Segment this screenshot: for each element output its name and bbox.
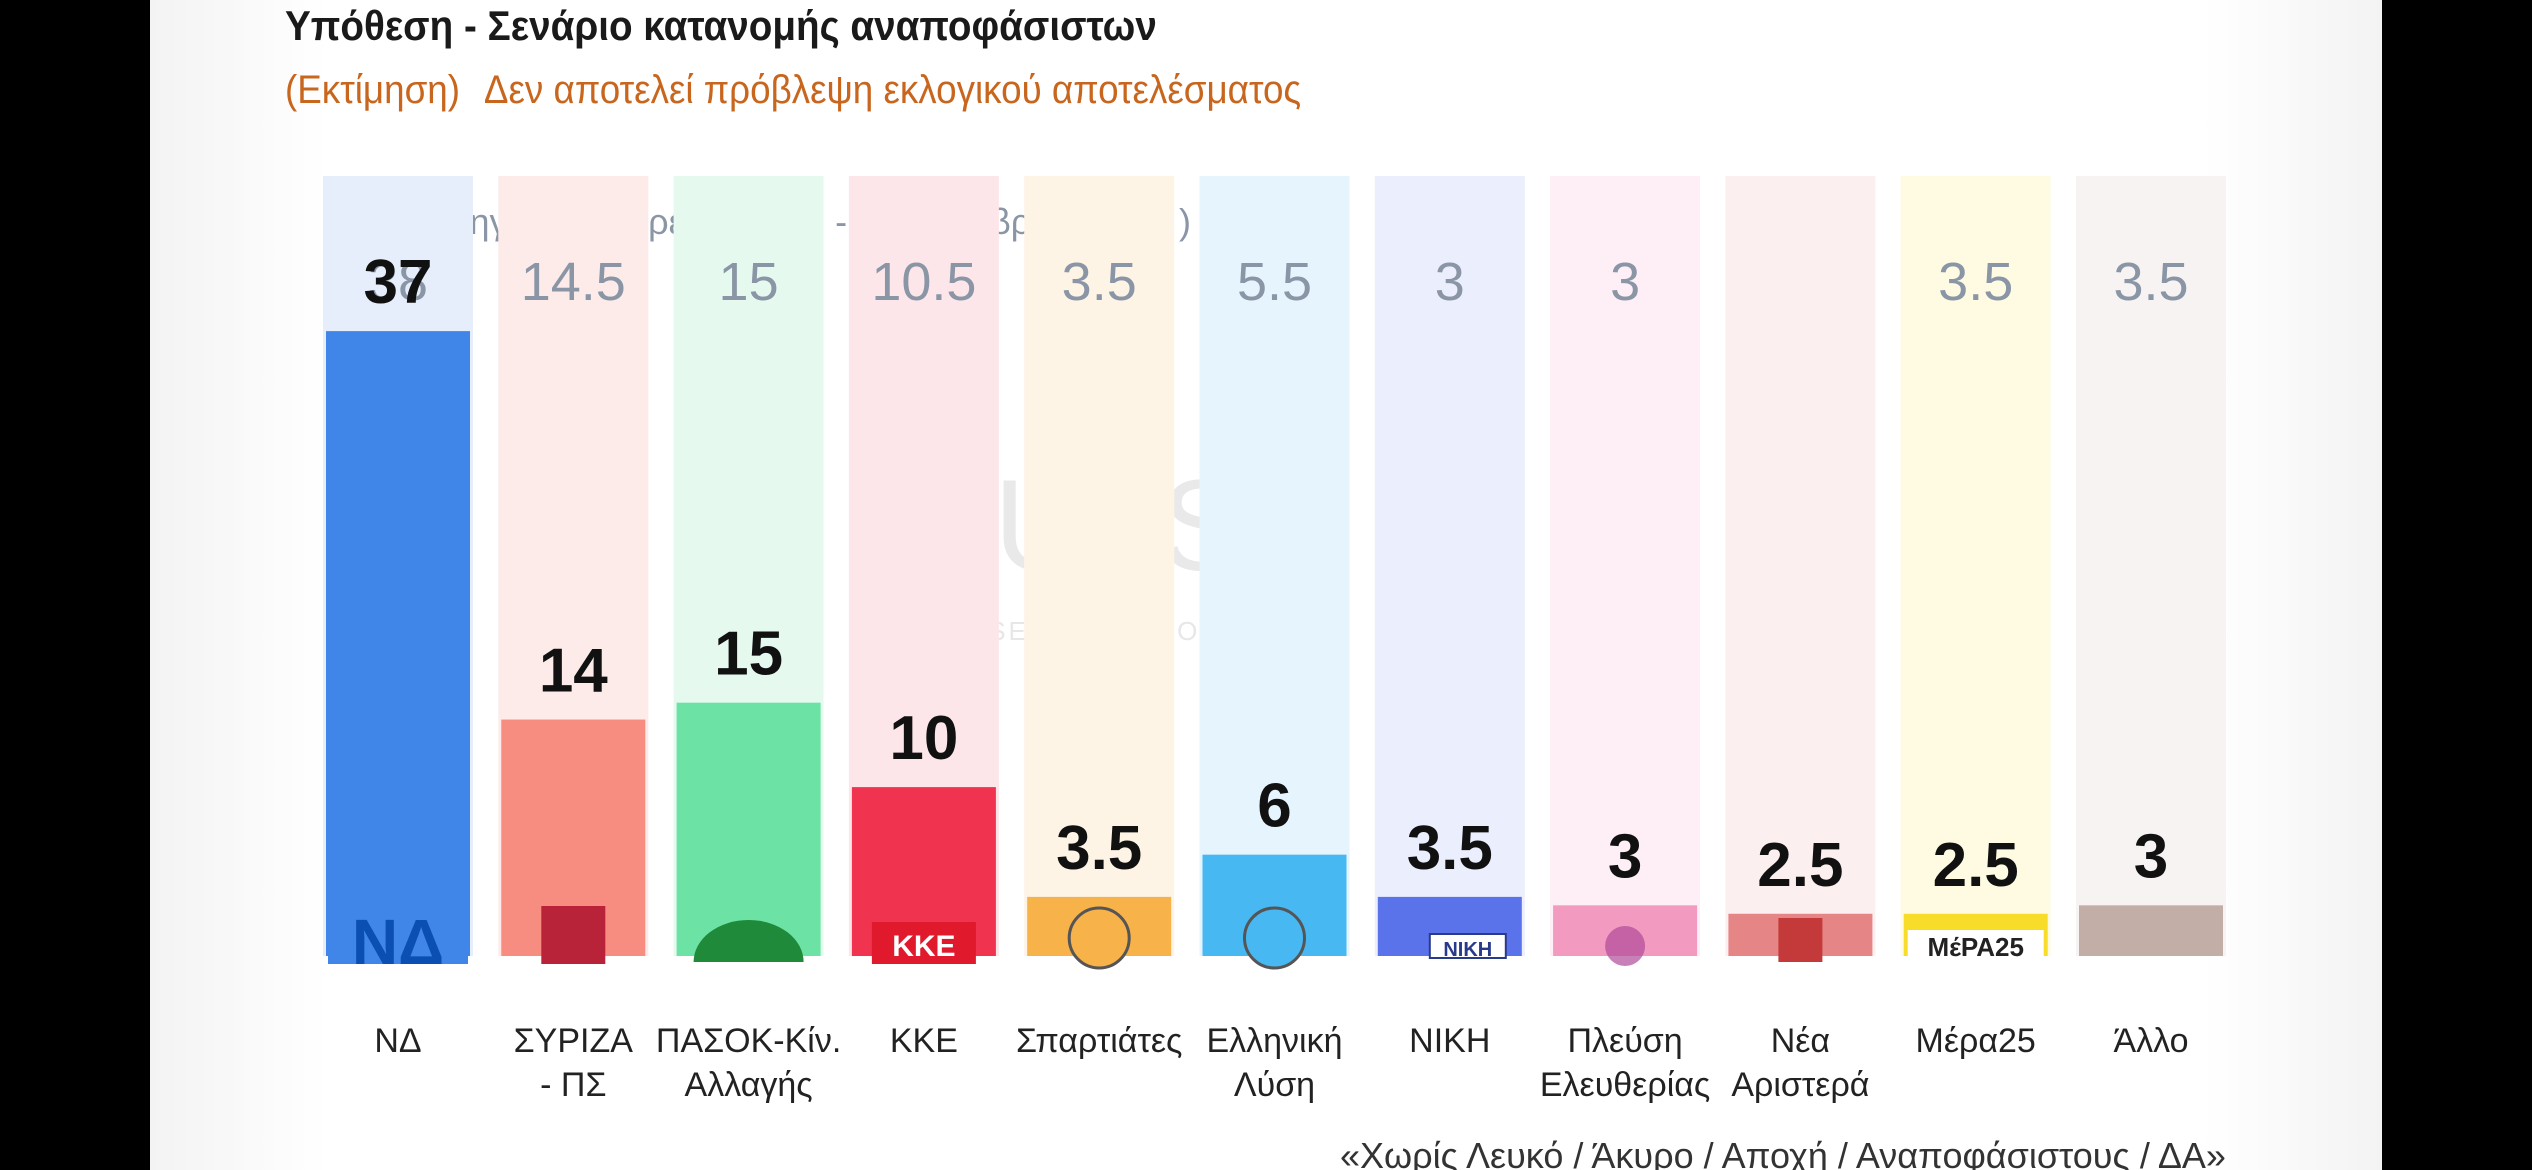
chart-title: Υπόθεση - Σενάριο κατανομής αναποφάσιστω… [285, 2, 1157, 49]
category-label: ΠΑΣΟΚ-Κίν. [656, 1022, 841, 1060]
value-label: 37 [364, 248, 433, 317]
category-label: Σπαρτιάτες [1016, 1022, 1183, 1060]
kke-logo: KKE [871, 922, 976, 964]
subtitle-disclaimer: Δεν αποτελεί πρόβλεψη εκλογικού αποτελέσ… [483, 68, 1302, 112]
category-label: - ΠΣ [540, 1066, 606, 1104]
category-label: Νέα [1771, 1022, 1830, 1060]
value-label: 14 [539, 637, 608, 706]
bar-group: 3 3.5 ΝΙΚΗ ΝΙΚΗ [1374, 176, 1525, 1060]
niki-logo: ΝΙΚΗ [1428, 933, 1507, 961]
value-label: 3 [2134, 822, 2168, 891]
pasok-logo [693, 920, 804, 962]
bar-background [1550, 176, 1701, 956]
previous-value-label: 3.5 [1938, 252, 2013, 312]
bar-group: 3.5 2.5 ΜέΡΑ25 Μέρα25 [1900, 176, 2051, 1060]
footnote: «Χωρίς Λευκό / Άκυρο / Αποχή / Αναποφάσι… [1340, 1135, 2226, 1170]
previous-value-label: 14.5 [521, 252, 626, 312]
spartiates-logo [1067, 906, 1131, 970]
elliniki-lysi-logo [1243, 906, 1306, 970]
bar-chart: PULSERESEARCH & CONSULTINGΠροηγούμενη έρ… [323, 176, 2226, 1104]
value-label: 15 [714, 620, 783, 689]
logo-text: ΜέΡΑ25 [1927, 932, 2024, 962]
previous-value-label: 3.5 [2113, 252, 2188, 312]
category-label: Αλλαγής [685, 1066, 813, 1104]
bar [326, 331, 470, 957]
bar-background [1199, 176, 1350, 956]
previous-value-label: 15 [719, 252, 779, 312]
bar [676, 702, 821, 956]
mera25-logo: ΜέΡΑ25 [1907, 930, 2044, 962]
category-label: ΚΚΕ [890, 1022, 958, 1060]
chart-subtitle: (Εκτίμηση) Δεν αποτελεί πρόβλεψη εκλογικο… [285, 68, 1301, 113]
value-label: 3 [1608, 822, 1642, 891]
bar-group: 15 15 ΠΑΣΟΚ-Κίν. Αλλαγής [656, 176, 841, 1104]
logo-text: ΝΔ [352, 906, 444, 978]
category-label: Λύση [1234, 1066, 1315, 1104]
bar-group: 3.5 3.5 Σπαρτιάτες [1016, 176, 1183, 1060]
value-label: 6 [1257, 772, 1291, 841]
bar-background [1900, 176, 2051, 956]
previous-value-label: 10.5 [871, 252, 976, 312]
chart-panel: Υπόθεση - Σενάριο κατανομής αναποφάσιστω… [150, 0, 2382, 1170]
bar-group: 14.5 14 ΣΥΡΙΖΑ - ΠΣ [498, 176, 649, 1104]
category-label: ΝΔ [374, 1022, 421, 1060]
bar-background [1024, 176, 1175, 956]
previous-value-label: 3 [1435, 252, 1465, 312]
subtitle-estimate: (Εκτίμηση) [285, 68, 461, 112]
value-label: 2.5 [1757, 831, 1843, 900]
bar-group: 3 3 Πλεύση Ελευθερίας [1540, 176, 1710, 1104]
value-label: 2.5 [1933, 831, 2019, 900]
logo-text: ΝΙΚΗ [1443, 939, 1492, 961]
bar-background [1374, 176, 1525, 956]
previous-value-label: 3.5 [1062, 252, 1137, 312]
previous-value-label: 3 [1610, 252, 1640, 312]
value-label: 3.5 [1407, 814, 1493, 883]
bar [2079, 905, 2223, 956]
bar-group: 2.5 Νέα Αριστερά [1725, 176, 1876, 1104]
logo-text: KKE [892, 930, 955, 963]
previous-value-label: 38 [368, 252, 428, 312]
category-label: ΣΥΡΙΖΑ [514, 1022, 634, 1060]
bar-group: 5.5 6 Ελληνική Λύση [1199, 176, 1350, 1104]
value-label: 3.5 [1056, 814, 1142, 883]
bar-group: 10.5 10 KKE ΚΚΕ [848, 176, 999, 1060]
category-label: Ελληνική [1206, 1022, 1342, 1060]
category-label: Πλεύση [1567, 1022, 1682, 1060]
syriza-logo [541, 906, 606, 964]
plefsi-logo [1605, 926, 1646, 966]
bar-background [2076, 176, 2226, 956]
nea-aristera-logo [1778, 918, 1823, 962]
category-label: ΝΙΚΗ [1409, 1022, 1490, 1060]
value-label: 10 [889, 704, 958, 773]
bar-group: 3.5 3 Άλλο [2076, 176, 2226, 1060]
category-label: Ελευθερίας [1540, 1066, 1710, 1104]
category-label: Μέρα25 [1916, 1022, 2036, 1060]
category-label: Άλλο [2113, 1022, 2188, 1060]
category-label: Αριστερά [1731, 1066, 1869, 1104]
nd-logo: ΝΔ [328, 906, 468, 978]
bar-background [1725, 176, 1876, 956]
previous-value-label: 5.5 [1237, 252, 1312, 312]
